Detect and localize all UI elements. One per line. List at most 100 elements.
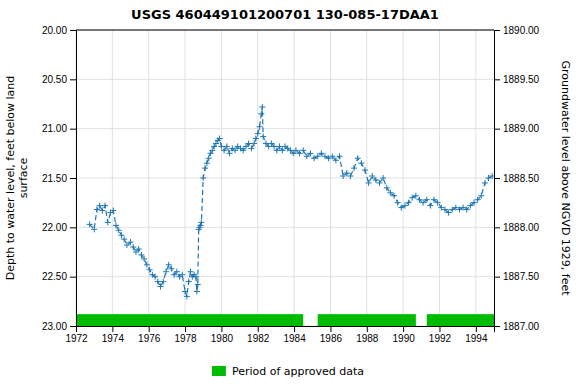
tick-mark (221, 326, 222, 332)
tick-label: 1992 (429, 333, 452, 344)
data-point (258, 111, 264, 117)
tick: 1986 (320, 326, 343, 344)
tick: 20.00 (42, 25, 76, 36)
data-point (482, 180, 488, 186)
data-point (186, 279, 192, 285)
data-point (380, 175, 386, 181)
data-point (355, 155, 361, 161)
tick: 1992 (429, 326, 452, 344)
data-point (113, 222, 119, 228)
tick: 1888.00 (494, 222, 540, 233)
data-point (130, 244, 136, 250)
tick-label: 21.00 (42, 123, 67, 134)
data-point (147, 267, 153, 273)
data-point (384, 185, 390, 191)
data-point (257, 124, 263, 130)
tick-label: 21.50 (42, 173, 67, 184)
tick-mark (494, 326, 500, 327)
tick: 1888.50 (494, 173, 540, 184)
approved-period (427, 314, 494, 326)
tick-mark (112, 326, 113, 332)
data-point (221, 147, 227, 153)
data-point (366, 180, 372, 186)
tick: 22.00 (42, 222, 76, 233)
data-point (329, 153, 335, 159)
tick-label: 1972 (65, 333, 88, 344)
data-point (197, 222, 203, 228)
tick: 1974 (102, 326, 125, 344)
data-point (194, 288, 200, 294)
tick-mark (70, 30, 76, 31)
data-point (358, 160, 364, 166)
axis-line (495, 31, 501, 327)
tick-label: 1994 (465, 333, 488, 344)
grid-line-y (76, 227, 494, 228)
data-point (351, 165, 357, 171)
tick: 1887.50 (494, 271, 540, 282)
grid (76, 30, 494, 326)
data-point (99, 208, 105, 214)
data-point (467, 203, 473, 209)
data-point (478, 193, 484, 199)
tick: 1976 (138, 326, 161, 344)
data-point (413, 193, 419, 199)
data-point (217, 136, 223, 142)
tick-label: 22.00 (42, 222, 67, 233)
data-point (406, 200, 412, 206)
tick: 1990 (393, 326, 416, 344)
legend-label: Period of approved data (232, 365, 364, 378)
tick: 21.00 (42, 123, 76, 134)
data-point (168, 266, 174, 272)
tick: 1978 (174, 326, 197, 344)
tick-mark (70, 129, 76, 130)
y-axis-label: Depth to water level, feet below landsur… (4, 76, 30, 281)
data-point (174, 269, 180, 275)
data-point (304, 153, 310, 159)
data-point (424, 197, 430, 203)
tick: 1988 (356, 326, 379, 344)
tick-mark (494, 129, 500, 130)
grid-line-y (76, 276, 494, 277)
data-point (259, 104, 265, 110)
tick-label: 1889.50 (503, 74, 540, 85)
x-axis: 1972197419761978198019821984198619881990… (65, 326, 494, 344)
tick-label: 1889.00 (503, 123, 540, 134)
data-point (171, 272, 177, 278)
tick: 23.00 (42, 321, 76, 332)
data-point (218, 143, 224, 149)
tick-label: 1888.00 (503, 222, 540, 233)
tick-mark (185, 326, 186, 332)
tick-label: 1887.00 (503, 321, 540, 332)
data-point (248, 145, 254, 151)
data-point (266, 143, 272, 149)
tick-label: 23.00 (42, 321, 67, 332)
data-point (116, 227, 122, 233)
data-point (333, 157, 339, 163)
data-point (387, 190, 393, 196)
data-point (391, 193, 397, 199)
data-point (277, 143, 283, 149)
data-point (155, 279, 161, 285)
tick-mark (494, 79, 500, 80)
data-point (255, 131, 261, 137)
data-point (471, 200, 477, 206)
data-point (369, 173, 375, 179)
tick: 1994 (465, 326, 488, 344)
data-point (293, 147, 299, 153)
data-point (105, 219, 111, 225)
data-point (287, 147, 293, 153)
tick-label: 20.00 (42, 25, 67, 36)
tick-mark (330, 326, 331, 332)
tick-label: 1976 (138, 333, 161, 344)
tick-mark (294, 326, 295, 332)
data-point (128, 239, 134, 245)
data-point (297, 150, 303, 156)
tick-label: 1984 (283, 333, 306, 344)
data-point (416, 197, 422, 203)
data-point (347, 173, 353, 179)
tick-mark (149, 326, 150, 332)
tick: 1972 (65, 326, 88, 344)
title: USGS 460449101200701 130-085-17DAA1 (131, 7, 439, 22)
tick: 20.50 (42, 74, 76, 85)
tick-mark (70, 326, 76, 327)
